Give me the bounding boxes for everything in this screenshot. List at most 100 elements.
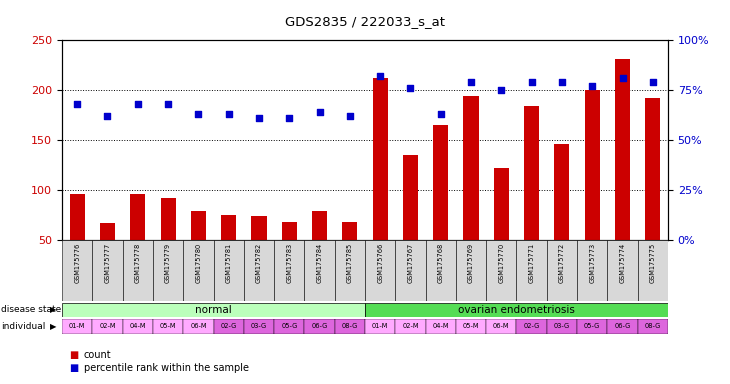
Text: 04-M: 04-M [129, 323, 146, 329]
Bar [93, 240, 123, 301]
Bar [464, 96, 479, 240]
Bar [244, 319, 274, 334]
Bar [615, 59, 630, 240]
Text: GSM175777: GSM175777 [104, 243, 110, 283]
Text: percentile rank within the sample: percentile rank within the sample [84, 363, 249, 373]
Bar [396, 240, 426, 301]
Bar [403, 155, 418, 240]
Bar [365, 240, 396, 301]
Text: 06-M: 06-M [190, 323, 207, 329]
Bar [456, 319, 486, 334]
Bar [183, 319, 214, 334]
Bar [153, 319, 183, 334]
Text: GSM175767: GSM175767 [407, 243, 413, 283]
Point [101, 113, 113, 119]
Bar [365, 303, 668, 317]
Text: count: count [84, 350, 112, 360]
Bar [251, 216, 266, 240]
Bar [493, 168, 509, 240]
Text: 04-M: 04-M [432, 323, 449, 329]
Text: 08-G: 08-G [645, 323, 661, 329]
Bar [69, 194, 85, 240]
Bar [244, 240, 274, 301]
Bar [547, 240, 577, 301]
Point [586, 83, 598, 89]
Text: 01-M: 01-M [372, 323, 388, 329]
Bar [312, 211, 327, 240]
Point [404, 85, 416, 91]
Bar [153, 240, 183, 301]
Point [526, 79, 537, 85]
Text: GSM175782: GSM175782 [256, 243, 262, 283]
Bar [274, 319, 304, 334]
Text: GSM175769: GSM175769 [468, 243, 474, 283]
Text: ■: ■ [69, 363, 79, 373]
Point [496, 87, 507, 93]
Bar [304, 240, 335, 301]
Bar [282, 222, 297, 240]
Text: 08-G: 08-G [342, 323, 358, 329]
Text: individual: individual [1, 322, 46, 331]
Point [344, 113, 356, 119]
Text: 02-G: 02-G [220, 323, 237, 329]
Text: 03-G: 03-G [251, 323, 267, 329]
Bar [93, 319, 123, 334]
Text: 05-M: 05-M [160, 323, 177, 329]
Point [193, 111, 204, 117]
Text: 06-G: 06-G [615, 323, 631, 329]
Text: ovarian endometriosis: ovarian endometriosis [458, 305, 575, 315]
Point [132, 101, 144, 107]
Text: GSM175773: GSM175773 [589, 243, 595, 283]
Bar [123, 319, 153, 334]
Text: GSM175778: GSM175778 [135, 243, 141, 283]
Bar [62, 303, 365, 317]
Bar [638, 240, 668, 301]
Text: 05-M: 05-M [463, 323, 480, 329]
Point [253, 115, 265, 121]
Text: 06-G: 06-G [312, 323, 328, 329]
Text: ■: ■ [69, 350, 79, 360]
Bar [372, 78, 388, 240]
Text: GSM175780: GSM175780 [196, 243, 201, 283]
Text: GSM175775: GSM175775 [650, 243, 656, 283]
Bar [396, 319, 426, 334]
Point [435, 111, 447, 117]
Bar [183, 240, 214, 301]
Point [647, 79, 658, 85]
Bar [433, 125, 448, 240]
Bar [524, 106, 539, 240]
Bar [130, 194, 145, 240]
Text: 02-M: 02-M [99, 323, 116, 329]
Text: 02-G: 02-G [523, 323, 539, 329]
Text: 06-M: 06-M [493, 323, 510, 329]
Text: GSM175772: GSM175772 [559, 243, 565, 283]
Text: GSM175785: GSM175785 [347, 243, 353, 283]
Text: GSM175781: GSM175781 [226, 243, 231, 283]
Bar [554, 144, 569, 240]
Bar [486, 319, 517, 334]
Bar [486, 240, 517, 301]
Bar [645, 98, 661, 240]
Bar [547, 319, 577, 334]
Bar [607, 240, 638, 301]
Text: ▶: ▶ [50, 305, 56, 314]
Point [556, 79, 568, 85]
Point [223, 111, 234, 117]
Bar [62, 319, 93, 334]
Bar [191, 211, 206, 240]
Text: 01-M: 01-M [69, 323, 85, 329]
Point [72, 101, 83, 107]
Bar [517, 319, 547, 334]
Text: GSM175766: GSM175766 [377, 243, 383, 283]
Bar [221, 215, 237, 240]
Bar [214, 319, 244, 334]
Point [162, 101, 174, 107]
Bar [342, 222, 358, 240]
Text: GSM175779: GSM175779 [165, 243, 171, 283]
Bar [62, 240, 93, 301]
Bar [335, 319, 365, 334]
Point [314, 109, 326, 115]
Bar [577, 240, 607, 301]
Text: GSM175774: GSM175774 [620, 243, 626, 283]
Text: GDS2835 / 222033_s_at: GDS2835 / 222033_s_at [285, 15, 445, 28]
